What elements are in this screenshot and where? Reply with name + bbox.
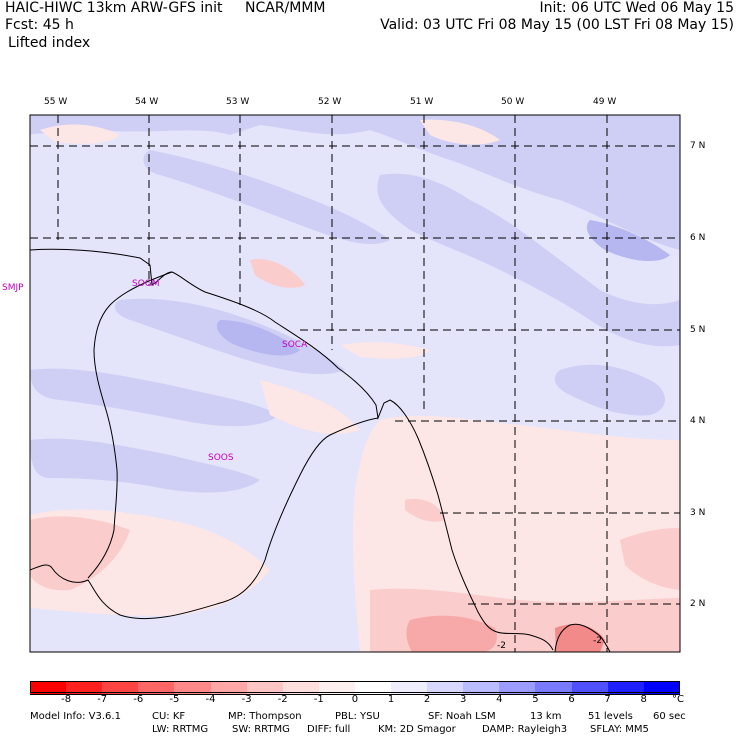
lon-label: 55 W [44,97,68,107]
colorbar-tick-label: 1 [387,694,395,705]
coastlines [29,248,611,653]
shaded-region [260,380,360,435]
colorbar-tick-label: -7 [97,694,108,705]
shaded-region [340,342,430,359]
lon-label: 50 W [501,97,525,107]
station-label: SOGM [132,279,160,289]
shaded-region [143,150,390,245]
shaded-region [586,220,670,262]
colorbar-tick-label: 7 [604,694,611,705]
station-label: SOCA [282,340,308,350]
valid-time: Valid: 03 UTC Fri 08 May 15 (00 LST Fri … [380,17,734,33]
model-info-levels: 51 levels [588,711,633,722]
model-info-sflay: SFLAY: MM5 [590,724,649,735]
model-info-resolution: 13 km [530,711,562,722]
colorbar-tick-label: 6 [568,694,575,705]
colorbar-tick-label: -2 [277,694,288,705]
shaded-region [620,528,680,590]
model-info-km: KM: 2D Smagor [378,724,456,735]
model-info-lw: LW: RRTMG [152,724,209,735]
lon-label: 54 W [135,97,159,107]
lon-label: 52 W [318,97,342,107]
lat-label: 3 N [690,508,706,518]
model-info-damp: DAMP: Rayleigh3 [482,724,568,735]
colorbar-unit: °C [672,694,684,705]
lat-label: 2 N [690,599,706,609]
model-info-diff: DIFF: full [307,724,351,735]
model-info-sw: SW: RRTMG [232,724,290,735]
colorbar-tick-label: -6 [133,694,144,705]
colorbar-frame [30,681,680,693]
colorbar-tick-label: 5 [532,694,539,705]
lat-label: 5 N [690,325,706,335]
lon-label: 49 W [593,97,617,107]
lat-label: 4 N [690,416,706,426]
shaded-region [405,498,445,522]
map-frame [29,114,681,653]
field-name: Lifted index [8,35,91,51]
shaded-region [40,124,120,144]
colorbar-tick-label: -8 [61,694,72,705]
shaded-region [30,368,280,427]
colorbar-tick-label: 2 [423,694,431,705]
colorbar-tick-label: 0 [351,694,359,705]
model-info-sf: SF: Noah LSM [428,711,496,722]
shaded-region [30,438,260,493]
shaded-region [30,115,680,250]
colorbar-tick-label: -4 [205,694,216,705]
shaded-region [406,615,497,652]
shaded-region [554,364,665,416]
model-title: HAIC-HIWC 13km ARW-GFS init [5,0,223,16]
shaded-region [216,320,300,356]
model-info-mp: MP: Thompson [228,711,302,722]
colorbar-tick-label: 8 [640,694,647,705]
shaded-region [250,259,305,288]
shaded-region [377,173,680,347]
shaded-region [420,119,500,145]
org-label: NCAR/MMM [245,0,326,16]
station-label: SOOS [208,453,234,463]
lon-label: 51 W [410,97,434,107]
colorbar-tick-label: -3 [241,694,252,705]
forecast-hour: Fcst: 45 h [5,17,74,33]
colorbar-tick-label: -5 [169,694,180,705]
model-info-version: Model Info: V3.6.1 [30,711,121,722]
model-info-timestep: 60 sec [653,711,686,722]
lat-lon-grid [30,115,680,652]
lon-label: 53 W [226,97,250,107]
init-time: Init: 06 UTC Wed 06 May 15 [539,0,734,16]
model-info-cu: CU: KF [152,711,186,722]
contour-label: -2 [497,641,506,651]
colorbar-tick-label: -1 [313,694,324,705]
lat-label: 7 N [690,141,706,151]
shaded-field [30,115,680,652]
colorbar-tick-label: 3 [460,694,467,705]
lat-label: 6 N [690,233,706,243]
contour-label: -2 [593,636,602,646]
model-info-pbl: PBL: YSU [335,711,380,722]
colorbar-tick-label: 4 [496,694,503,705]
station-label: SMJP [2,283,24,293]
